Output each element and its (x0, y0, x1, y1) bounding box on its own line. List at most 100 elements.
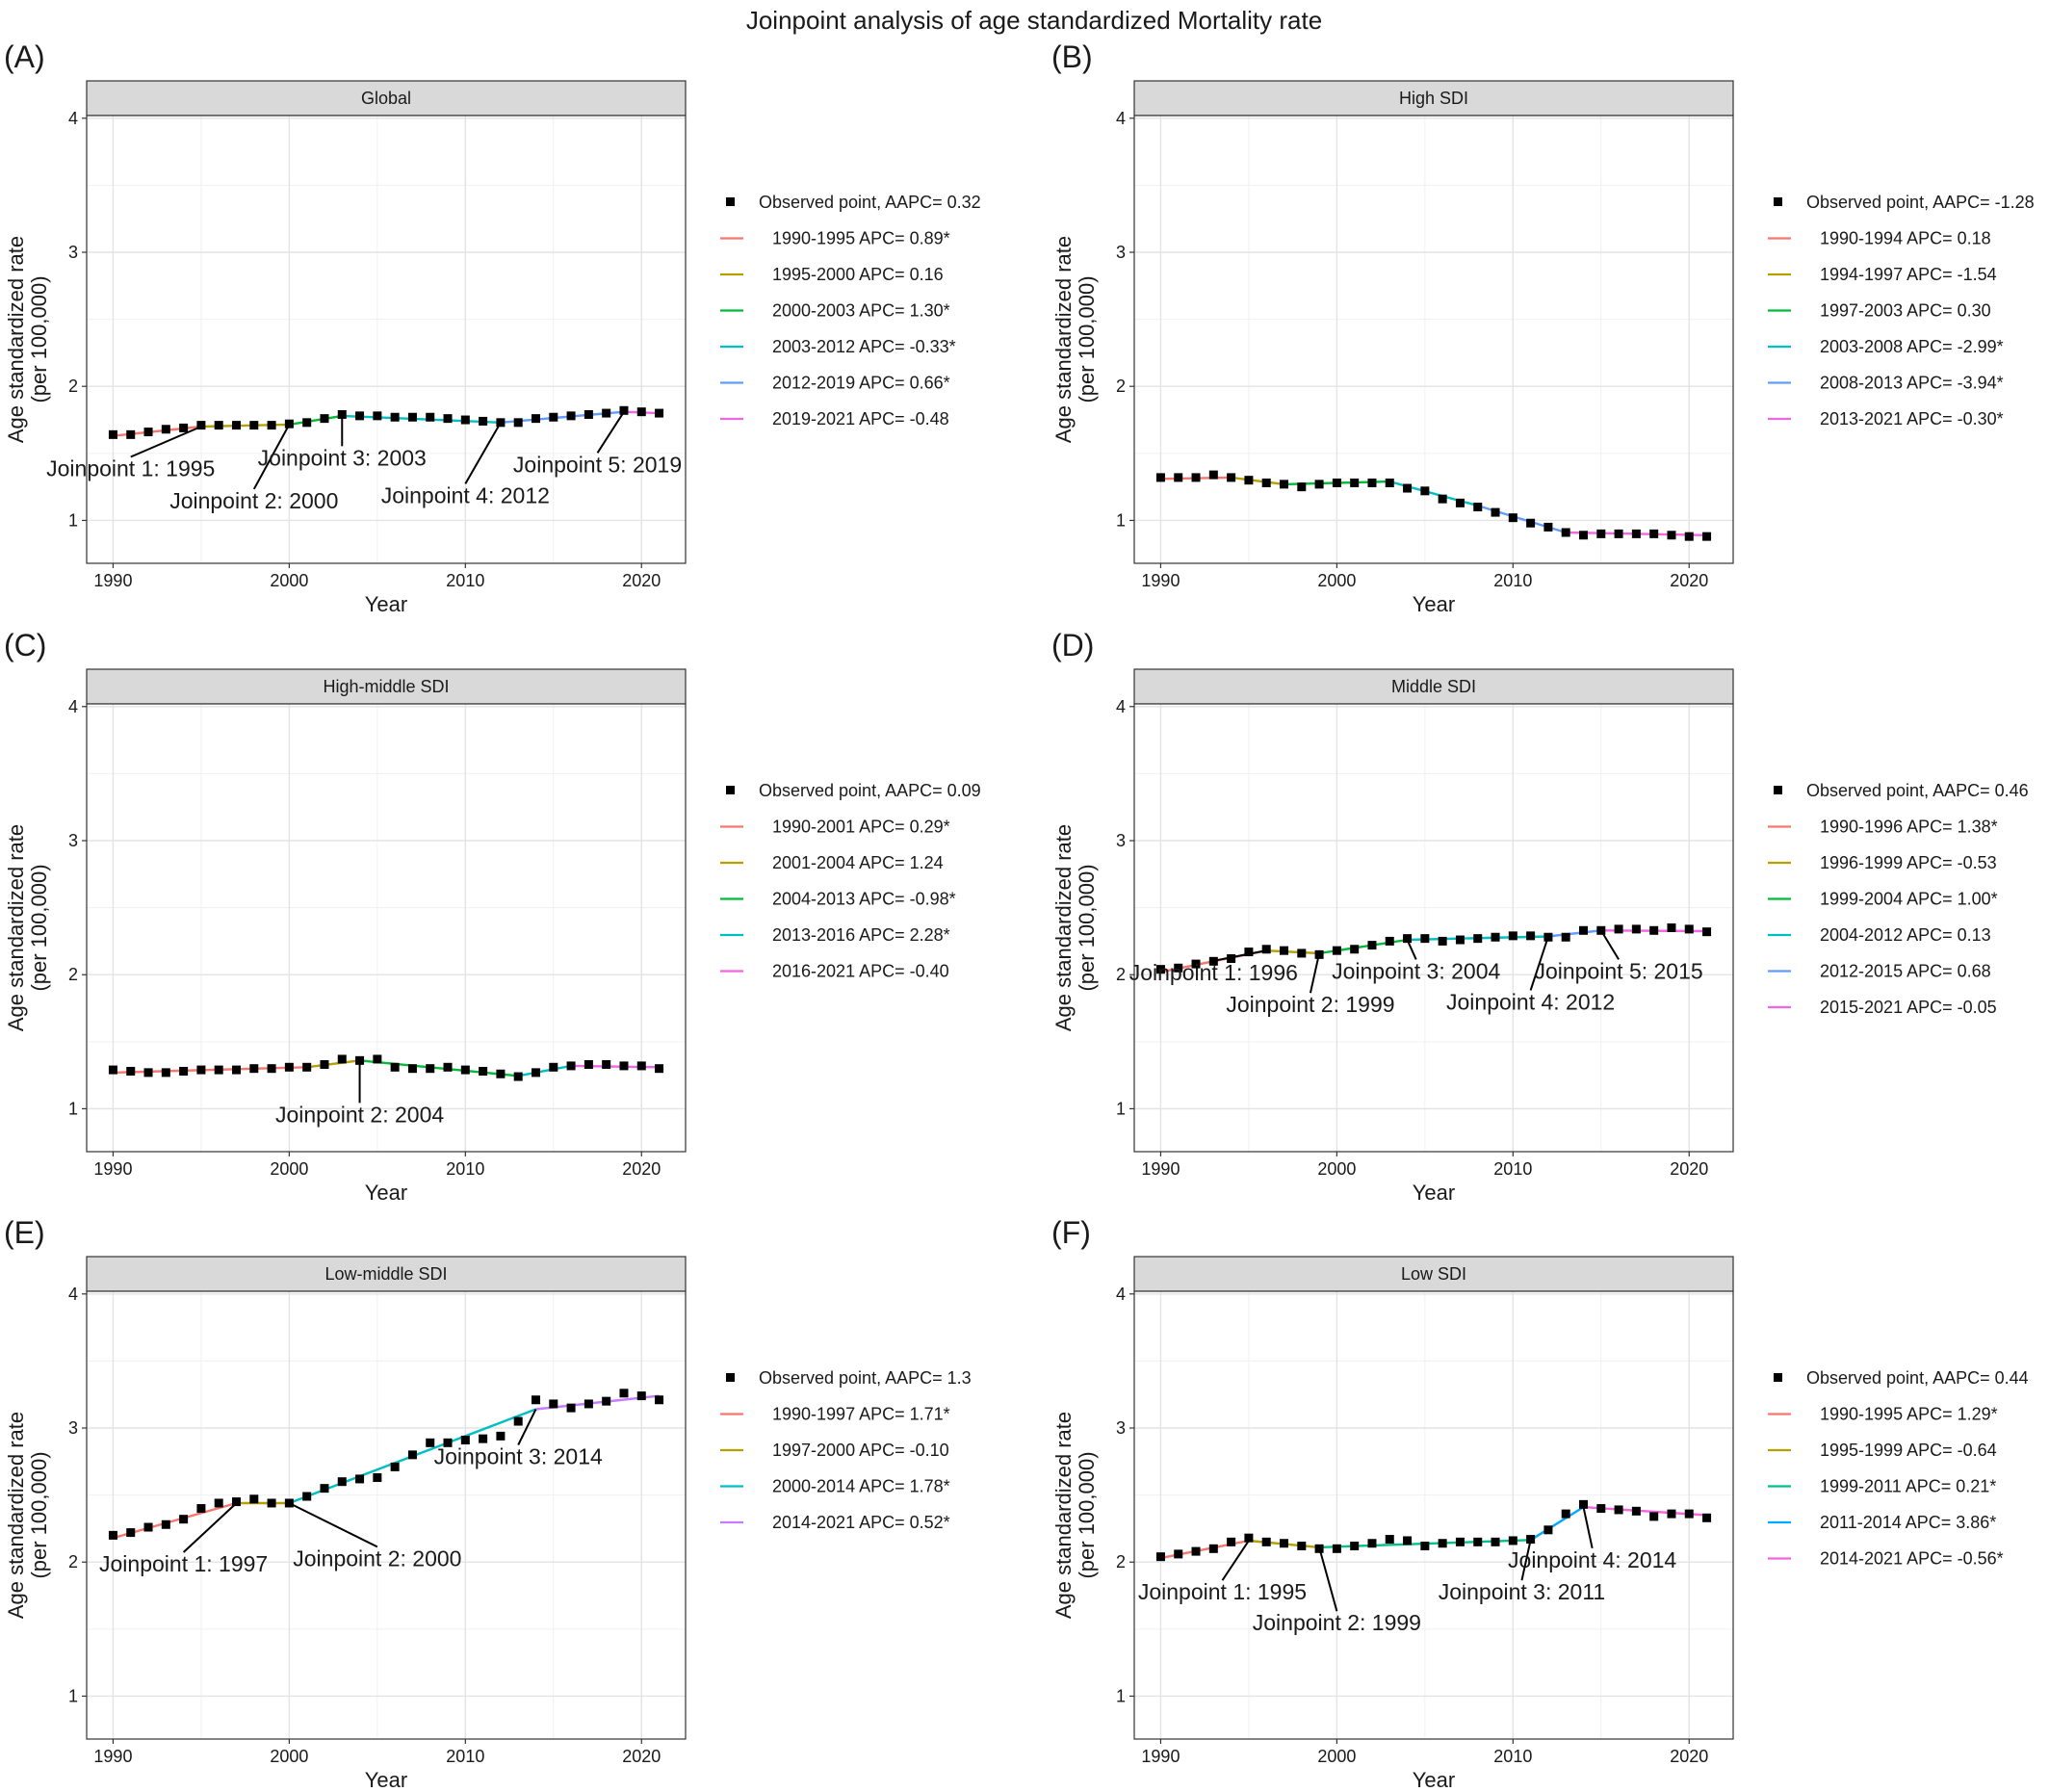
legend-segment-label: 2015-2021 APC= -0.05 (1820, 998, 1997, 1017)
observed-point (108, 429, 117, 439)
observed-point (407, 1450, 417, 1460)
observed-point (496, 1431, 506, 1441)
observed-point (513, 418, 523, 428)
observed-point (1702, 532, 1712, 541)
observed-point (1420, 934, 1430, 944)
observed-point (1367, 941, 1377, 950)
observed-point (337, 1054, 347, 1064)
facet-strip (86, 80, 687, 117)
facet-strip-label: Middle SDI (1391, 677, 1476, 696)
panel-label: (F) (1051, 1215, 1091, 1250)
observed-point (479, 1066, 488, 1076)
observed-point (602, 1396, 611, 1406)
legend-segment-label: 2003-2012 APC= -0.33* (772, 337, 956, 356)
observed-point (161, 1519, 170, 1529)
legend: Observed point, AAPC= 0.32 1990-1995 APC=… (720, 193, 981, 429)
legend: Observed point, AAPC= 1.3 1990-1997 APC= … (720, 1368, 972, 1532)
observed-point (1561, 1509, 1570, 1519)
observed-point (355, 1474, 365, 1484)
observed-point (1579, 1499, 1588, 1509)
y-tick-label: 1 (1116, 510, 1126, 530)
joinpoint-pointer (464, 422, 502, 484)
observed-point (1244, 1533, 1254, 1543)
x-tick-label: 2020 (1670, 1159, 1708, 1179)
panel-label: (E) (4, 1215, 45, 1250)
observed-point (602, 1060, 611, 1070)
observed-point (1174, 473, 1183, 482)
observed-point (532, 414, 540, 424)
observed-point (460, 1065, 470, 1075)
fitted-segment (1266, 949, 1320, 955)
observed-point (284, 1062, 294, 1072)
joinpoint-label: Joinpoint 3: 2004 (1332, 958, 1500, 983)
joinpoint-label: Joinpoint 3: 2011 (1439, 1579, 1606, 1604)
figure-title: Joinpoint analysis of age standardized M… (746, 6, 1322, 35)
y-tick-label: 1 (68, 1686, 78, 1705)
joinpoint-label: Joinpoint 3: 2014 (434, 1444, 603, 1469)
observed-point (284, 419, 294, 429)
joinpoint-label: Joinpoint 4: 2012 (381, 482, 550, 507)
y-tick-label: 1 (1116, 1686, 1126, 1705)
joinpoint-label: Joinpoint 4: 2012 (1446, 989, 1615, 1014)
observed-point (1227, 954, 1236, 964)
observed-point (1280, 946, 1288, 955)
y-axis-title-line2: (per 100,000) (27, 1451, 51, 1578)
observed-point (1350, 1542, 1360, 1551)
observed-point (602, 408, 611, 418)
observed-point (566, 1403, 576, 1413)
observed-point (1297, 482, 1307, 492)
observed-point (1526, 1535, 1536, 1545)
observed-point (1244, 948, 1254, 957)
panel-border (1133, 115, 1734, 564)
observed-point (214, 421, 223, 430)
legend-segment-label: 1999-2004 APC= 1.00* (1820, 890, 1998, 909)
facet-strip (1133, 80, 1734, 117)
observed-point (566, 411, 576, 421)
observed-point (143, 1522, 153, 1532)
y-axis-title-line1: Age standardized rate (4, 824, 28, 1031)
observed-point (355, 411, 365, 421)
observed-point (1526, 931, 1536, 941)
joinpoint-pointer (1582, 1506, 1594, 1549)
joinpoint-label: Joinpoint 1: 1995 (46, 456, 215, 481)
legend-segment-label: 1999-2011 APC= 0.21* (1820, 1477, 1996, 1496)
observed-point (1473, 503, 1483, 512)
observed-point (108, 1530, 117, 1540)
gridlines (1134, 1291, 1733, 1739)
observed-point (249, 1064, 259, 1074)
observed-point (479, 1434, 488, 1443)
legend-segment-label: 2019-2021 APC= -0.48 (772, 409, 949, 429)
observed-point (1579, 925, 1588, 935)
y-axis-title: Age standardized rate(per 100,000) (1051, 824, 1099, 1031)
observed-point (407, 412, 417, 422)
facet-strip-label: Low-middle SDI (324, 1264, 447, 1284)
observed-point (1155, 965, 1165, 974)
observed-point (1155, 473, 1165, 482)
y-axis-title-line1: Age standardized rate (4, 236, 28, 443)
legend-observed-key (1774, 197, 1782, 206)
joinpoint-pointer (130, 426, 202, 458)
gridlines (1134, 116, 1733, 563)
joinpoint-pointer (288, 1502, 378, 1548)
observed-point (1385, 936, 1394, 946)
observed-point (513, 1416, 523, 1426)
joinpoint-pointer (596, 411, 625, 454)
x-tick-label: 1990 (1141, 571, 1180, 590)
legend-segment-label: 2013-2016 APC= 2.28* (772, 925, 950, 945)
y-tick-label: 2 (68, 1552, 78, 1571)
observed-point (619, 405, 629, 415)
y-axis-title-line2: (per 100,000) (27, 864, 51, 991)
legend: Observed point, AAPC= 0.46 1990-1996 APC=… (1768, 781, 2029, 1017)
legend-observed-key (726, 786, 735, 794)
observed-point (390, 1462, 400, 1471)
x-tick-label: 2010 (1493, 571, 1532, 590)
y-axis-title: Age standardized rate(per 100,000) (4, 824, 51, 1031)
observed-point (1702, 1513, 1712, 1522)
observed-point (302, 1062, 312, 1072)
observed-point (1350, 478, 1360, 487)
observed-point (179, 423, 189, 432)
observed-point (1261, 945, 1271, 954)
legend: Observed point, AAPC= -1.28 1990-1994 APC… (1768, 193, 2035, 429)
x-axis-title: Year (365, 592, 407, 616)
x-tick-label: 2020 (1670, 1747, 1708, 1766)
